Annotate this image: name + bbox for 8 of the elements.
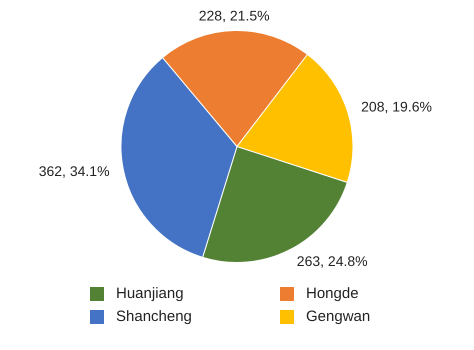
legend-label: Shancheng — [116, 308, 192, 325]
data-label: 263, 24.8% — [296, 252, 368, 269]
data-label: 362, 34.1% — [38, 162, 110, 179]
legend-label: Gengwan — [306, 308, 370, 325]
legend-label: Huanjiang — [116, 285, 184, 302]
data-label: 208, 19.6% — [361, 98, 432, 115]
data-label: 228, 21.5% — [198, 7, 270, 24]
legend-label: Hongde — [306, 285, 359, 302]
